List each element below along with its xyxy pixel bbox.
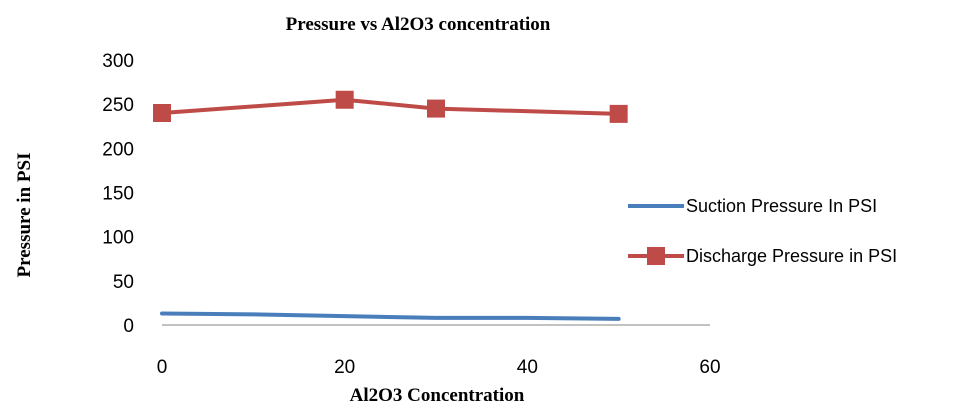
y-tick-label: 0 (123, 316, 134, 337)
x-tick-label: 60 (699, 357, 720, 378)
x-axis-title: Al2O3 Concentration (350, 385, 525, 406)
data-point-marker (609, 104, 628, 123)
y-axis-title: Pressure in PSI (14, 153, 35, 278)
x-tick-labels: 0 20 40 60 (157, 357, 721, 378)
data-point-marker (153, 104, 171, 122)
series-line-0 (160, 311, 621, 321)
y-tick-label: 300 (102, 51, 134, 72)
plot-area (153, 90, 628, 321)
x-tick-label: 20 (334, 357, 355, 378)
series-line-1 (160, 97, 621, 116)
y-tick-labels: 0 50 100 150 200 250 300 (102, 51, 134, 337)
data-point-marker (427, 99, 445, 118)
legend: Suction Pressure In PSI Discharge Pressur… (628, 196, 897, 266)
legend-label-0: Suction Pressure In PSI (686, 196, 877, 216)
y-tick-label: 200 (102, 139, 134, 160)
legend-label-1: Discharge Pressure in PSI (686, 246, 897, 266)
y-tick-label: 250 (102, 95, 134, 116)
data-point-marker (335, 90, 354, 109)
y-tick-label: 100 (102, 228, 134, 249)
x-tick-label: 40 (517, 357, 538, 378)
legend-marker (647, 247, 665, 265)
chart-title: Pressure vs Al2O3 concentration (286, 14, 551, 35)
y-tick-label: 150 (102, 184, 134, 205)
x-tick-label: 0 (157, 357, 168, 378)
y-tick-label: 50 (113, 272, 134, 293)
